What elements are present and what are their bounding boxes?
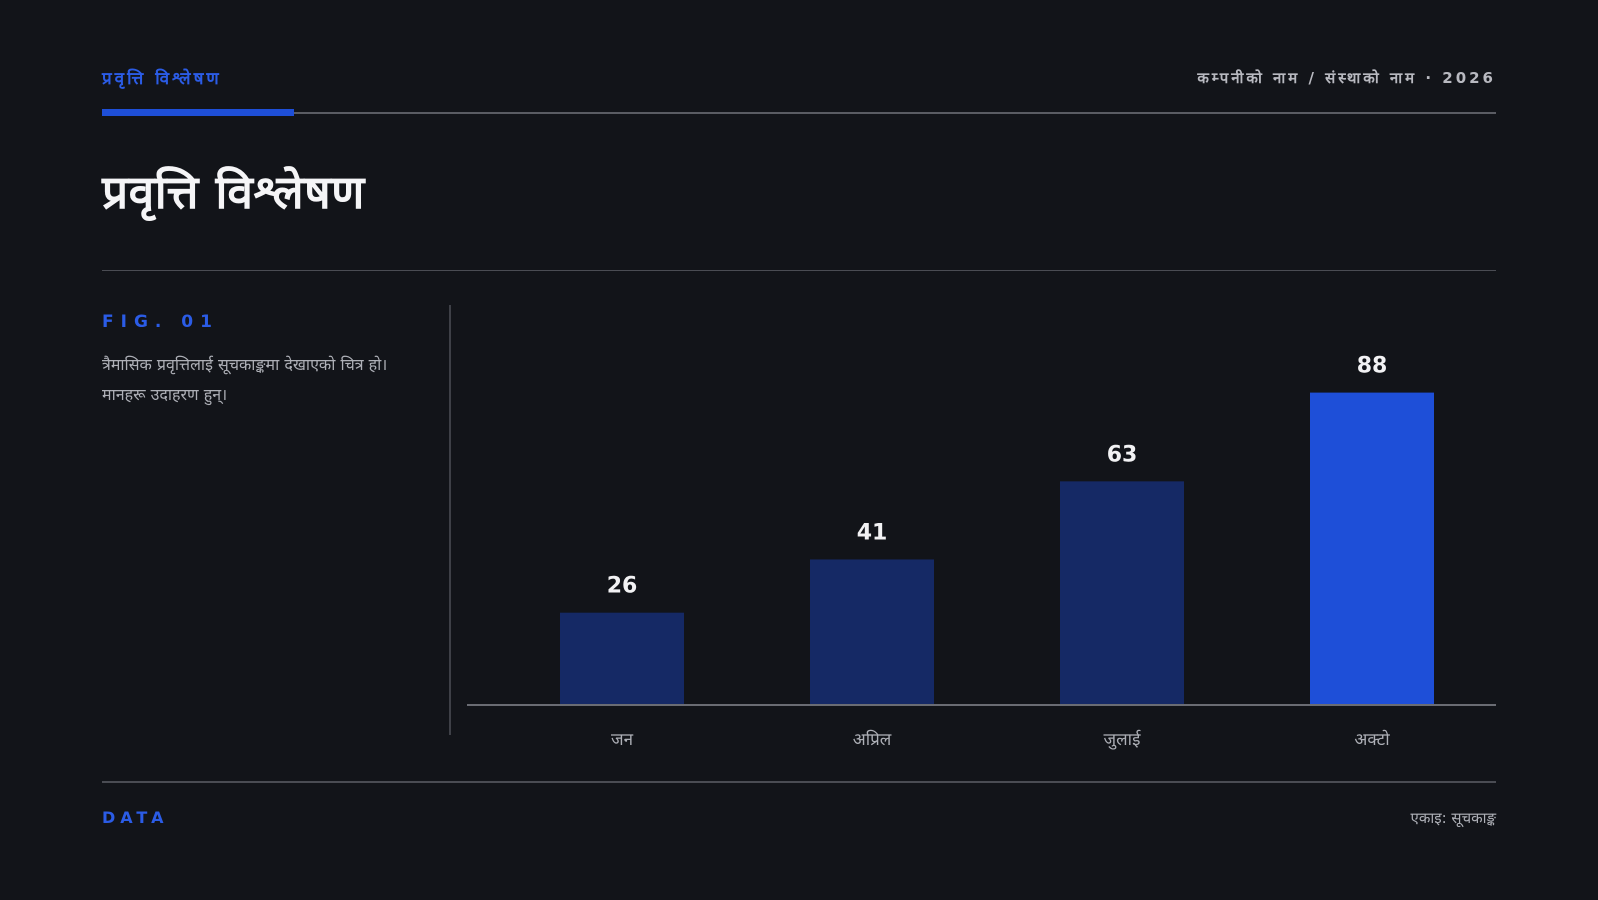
bar-value-label: 26 (607, 574, 638, 599)
footer-data-label: DATA (102, 808, 169, 827)
figure-divider (449, 305, 451, 735)
header-rule-accent (102, 109, 294, 116)
figure-label: FIG. 01 (102, 312, 219, 332)
header-rule (102, 112, 1496, 114)
bar-value-label: 63 (1107, 442, 1138, 467)
footer-unit: एकाइ: सूचकाङ्क (1410, 809, 1496, 827)
title-divider (102, 270, 1496, 271)
figure-description: त्रैमासिक प्रवृत्तिलाई सूचकाङ्कमा देखाएक… (102, 355, 388, 404)
bar-2 (810, 559, 934, 705)
x-tick-label: अप्रिल (853, 729, 892, 750)
header-kicker: प्रवृत्ति विश्लेषण (102, 69, 222, 89)
bar-value-label: 88 (1357, 354, 1388, 379)
page-title: प्रवृत्ति विश्लेषण (102, 165, 365, 219)
bar-chart: 26 जन 41 अप्रिल 63 जुलाई 88 अक्टो (467, 354, 1496, 750)
bar-3 (1060, 481, 1184, 705)
x-tick-label: जन (611, 730, 634, 750)
x-tick-label: अक्टो (1354, 729, 1390, 750)
bar-4 (1310, 392, 1434, 705)
footer-divider (102, 781, 1496, 783)
x-tick-label: जुलाई (1104, 729, 1142, 750)
bar-1 (560, 612, 684, 705)
bar-value-label: 41 (857, 520, 888, 545)
organization-name: कम्पनीको नाम / संस्थाको नाम · 2026 (1197, 69, 1496, 87)
